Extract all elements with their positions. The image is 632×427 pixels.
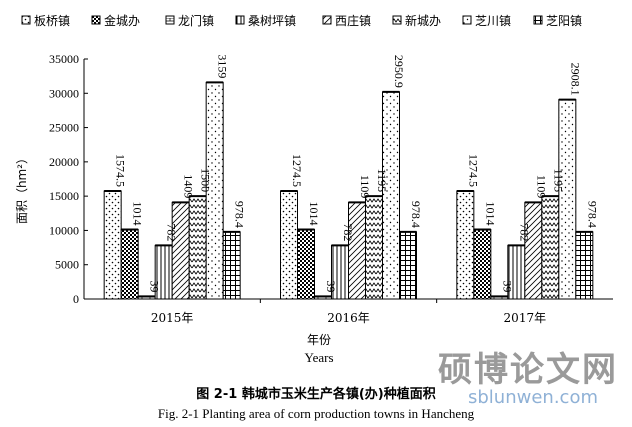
data-label: 1014 <box>131 201 145 225</box>
y-tick-label: 0 <box>73 292 79 306</box>
data-label: 1500 <box>199 168 213 192</box>
legend-label: 新城办 <box>405 13 441 28</box>
bar <box>399 231 417 300</box>
data-label: 782 <box>165 223 179 241</box>
bar <box>456 190 475 300</box>
y-axis: 0 5000 10000 15000 20000 25000 30000 35000 <box>49 52 88 306</box>
data-label: 3159 <box>216 54 230 78</box>
x-tick-label: 2016年 <box>327 311 370 325</box>
legend-swatch <box>533 15 543 25</box>
legend-label: 板桥镇 <box>34 14 70 28</box>
x-tick-label: 2015年 <box>151 311 194 325</box>
legend-swatch <box>392 15 402 25</box>
legend-swatch <box>21 15 31 25</box>
data-label: 782 <box>517 223 531 241</box>
bar <box>222 231 241 300</box>
watermark-url: sblunwen.com <box>468 387 598 408</box>
legend-item: 芝川镇 <box>462 13 511 28</box>
figure-caption-en: Fig. 2-1 Planting area of corn productio… <box>157 406 475 421</box>
bar <box>473 228 492 300</box>
bar <box>541 195 560 300</box>
y-tick-label: 30000 <box>49 86 79 100</box>
data-label: 1574.5 <box>114 154 128 187</box>
watermark: 硕博论文网 sblunwen.com <box>438 352 618 408</box>
data-label: 39 <box>324 280 338 292</box>
bar <box>280 190 298 300</box>
bar <box>382 91 400 300</box>
legend-label: 龙门镇 <box>178 13 214 28</box>
chart-canvas: 板桥镇 金城办 龙门镇 桑树坪镇 西庄镇 新城办 芝川镇 芝阳镇 0 5000 10000 1500… <box>15 13 613 365</box>
legend-item: 芝阳镇 <box>533 13 582 28</box>
data-label: 978.4 <box>409 201 423 228</box>
data-label: 1014 <box>483 201 497 225</box>
legend-swatch <box>322 15 332 25</box>
watermark-text: 硕博论文网 <box>438 350 618 390</box>
data-label: 39 <box>500 280 514 292</box>
legend-label: 芝阳镇 <box>546 13 582 28</box>
legend-item: 金城办 <box>91 13 140 28</box>
legend-swatch <box>91 15 101 25</box>
bar <box>297 228 315 300</box>
legend-swatch <box>235 15 245 25</box>
figure-caption-cn: 图 2-1 韩城市玉米生产各镇(办)种植面积 <box>196 387 436 402</box>
bar <box>558 99 577 300</box>
data-label: 978.4 <box>233 201 247 228</box>
y-axis-label: 面积（hm²） <box>15 152 29 224</box>
bar <box>348 201 366 300</box>
y-tick-label: 5000 <box>55 258 79 272</box>
bar <box>575 231 594 300</box>
y-tick-label: 20000 <box>49 155 79 169</box>
legend-item: 板桥镇 <box>21 14 70 28</box>
legend-label: 金城办 <box>104 13 140 28</box>
data-label: 782 <box>341 223 355 241</box>
data-label: 1109 <box>534 175 548 199</box>
data-label: 978.4 <box>585 201 599 228</box>
x-axis: 2015年 2016年 2017年 <box>84 298 613 325</box>
bar <box>524 201 543 300</box>
data-label: 1274.5 <box>466 154 480 187</box>
data-label: 1409 <box>182 174 196 198</box>
legend-swatch <box>165 15 175 25</box>
data-label: 2908.1 <box>568 63 582 96</box>
y-tick-label: 15000 <box>49 189 79 203</box>
legend-item: 西庄镇 <box>322 13 371 28</box>
y-tick-label: 25000 <box>49 121 79 135</box>
legend-item: 新城办 <box>392 13 441 28</box>
x-axis-label: 年份 <box>307 333 331 347</box>
x-tick-label: 2017年 <box>504 311 547 325</box>
legend-label: 西庄镇 <box>335 13 371 28</box>
data-label: 1014 <box>307 201 321 225</box>
x-axis-label-en: Years <box>304 350 333 365</box>
legend-swatch <box>462 15 472 25</box>
bars <box>103 81 594 300</box>
y-tick-label: 35000 <box>49 52 79 66</box>
legend-item: 桑树坪镇 <box>235 13 296 28</box>
legend: 板桥镇 金城办 龙门镇 桑树坪镇 西庄镇 新城办 芝川镇 芝阳镇 <box>21 13 582 28</box>
bar <box>188 195 207 300</box>
legend-label: 桑树坪镇 <box>248 13 296 28</box>
y-tick-label: 10000 <box>49 223 79 237</box>
data-label: 1274.5 <box>290 154 304 187</box>
bar <box>171 201 190 300</box>
legend-item: 龙门镇 <box>165 13 214 28</box>
data-label: 1195 <box>375 169 389 193</box>
bar <box>103 190 122 300</box>
data-label: 1195 <box>551 169 565 193</box>
bar <box>120 228 139 300</box>
bar <box>365 195 383 300</box>
data-label: 2950.9 <box>392 55 406 88</box>
data-label: 1109 <box>358 175 372 199</box>
legend-label: 芝川镇 <box>475 13 511 28</box>
data-label: 39 <box>148 280 162 292</box>
